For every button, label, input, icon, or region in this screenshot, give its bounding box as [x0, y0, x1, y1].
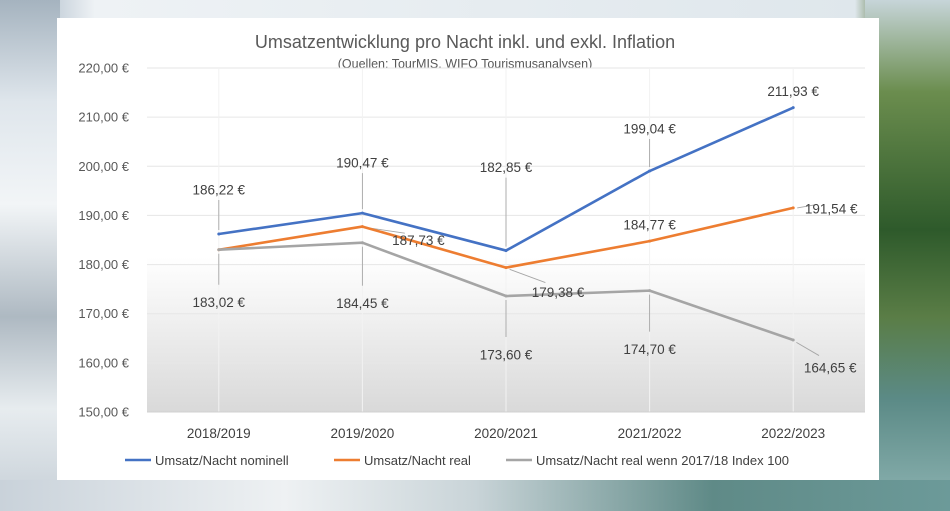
y-tick-label: 180,00 €	[78, 257, 129, 272]
data-point	[504, 266, 508, 270]
data-label: 187,73 €	[392, 233, 445, 248]
background-lake-bottom	[0, 480, 950, 511]
y-tick-label: 160,00 €	[78, 355, 129, 370]
data-point	[648, 169, 652, 173]
data-point	[504, 249, 508, 253]
background-mountain-left	[0, 0, 60, 511]
data-point	[360, 241, 364, 245]
leader-line	[797, 204, 818, 209]
leader-line	[509, 268, 546, 283]
data-label: 183,02 €	[193, 295, 246, 310]
data-label: 186,22 €	[193, 183, 246, 198]
x-tick-label: 2020/2021	[474, 426, 538, 441]
x-axis: 2018/2019 2019/2020 2020/2021 2021/2022 2022…	[147, 411, 865, 441]
legend-label-1: Umsatz/Nacht nominell	[155, 453, 289, 468]
y-tick-label: 150,00 €	[78, 405, 129, 420]
data-point	[648, 239, 652, 243]
y-tick-label: 170,00 €	[78, 306, 129, 321]
data-label: 174,70 €	[623, 342, 676, 357]
data-point	[791, 206, 795, 210]
data-label: 211,93 €	[767, 84, 819, 99]
data-point	[791, 338, 795, 342]
data-point	[360, 225, 364, 229]
data-label: 164,65 €	[804, 361, 857, 376]
x-tick-label: 2019/2020	[330, 426, 394, 441]
data-label: 184,77 €	[623, 218, 676, 233]
chart-title: Umsatzentwicklung pro Nacht inkl. und ex…	[255, 32, 675, 52]
legend: Umsatz/Nacht nominell Umsatz/Nacht real Um…	[125, 453, 789, 468]
data-label: 173,60 €	[480, 348, 533, 363]
data-point	[648, 289, 652, 293]
y-tick-label: 200,00 €	[78, 159, 129, 174]
legend-label-2: Umsatz/Nacht real	[364, 453, 471, 468]
data-label: 179,38 €	[532, 285, 585, 300]
y-tick-label: 210,00 €	[78, 110, 129, 125]
x-tick-label: 2021/2022	[618, 426, 682, 441]
data-labels: 186,22 € 190,47 € 182,85 € 199,04 € 211,93 €…	[193, 84, 858, 375]
legend-label-3: Umsatz/Nacht real wenn 2017/18 Index 100	[536, 453, 789, 468]
data-label: 199,04 €	[623, 122, 676, 137]
x-tick-label: 2022/2023	[761, 426, 825, 441]
y-tick-label: 190,00 €	[78, 208, 129, 223]
data-label: 182,85 €	[480, 160, 533, 175]
data-point	[217, 248, 221, 252]
data-label: 184,45 €	[336, 296, 389, 311]
x-tick-label: 2018/2019	[187, 426, 251, 441]
series-lines	[217, 106, 795, 342]
background-forest-right	[865, 0, 950, 511]
y-axis: 150,00 € 160,00 € 170,00 € 180,00 € 190,00 €…	[78, 61, 129, 420]
y-tick-label: 220,00 €	[78, 61, 129, 76]
data-point	[791, 106, 795, 110]
data-label: 191,54 €	[805, 201, 858, 216]
data-point	[217, 232, 221, 236]
data-point	[504, 294, 508, 298]
chart-card: Umsatzentwicklung pro Nacht inkl. und ex…	[57, 18, 879, 480]
data-point	[360, 211, 364, 215]
data-label: 190,47 €	[336, 156, 389, 171]
label-leader-lines	[218, 139, 820, 356]
line-chart: Umsatzentwicklung pro Nacht inkl. und ex…	[78, 32, 865, 468]
leader-line	[796, 342, 820, 356]
